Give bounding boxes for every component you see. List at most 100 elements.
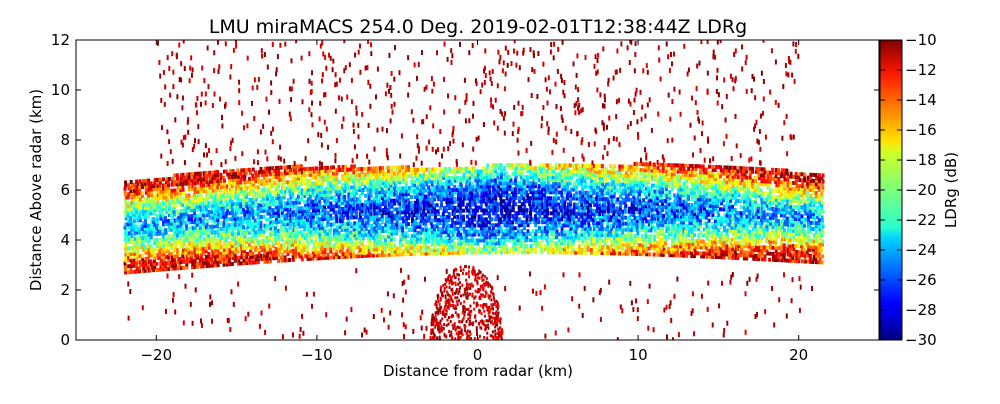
- ldr-cell: [198, 204, 202, 209]
- ldr-cell: [300, 248, 304, 253]
- ldr-cell: [418, 221, 422, 226]
- ldr-cell: [317, 208, 321, 213]
- ldr-cell: [404, 249, 408, 254]
- ldr-cell: [286, 189, 290, 194]
- ldr-cell: [123, 267, 127, 272]
- ldr-cell: [194, 228, 198, 233]
- ldr-cell: [441, 215, 445, 220]
- ldr-cell: [647, 180, 650, 185]
- ldr-cell: [326, 219, 330, 224]
- ldr-cell: [488, 202, 492, 207]
- ldr-cell: [532, 196, 536, 201]
- ldr-cell: [231, 247, 235, 251]
- ldr-cell: [518, 199, 522, 204]
- ldr-cell: [416, 179, 420, 184]
- ldr-cell: [239, 219, 243, 224]
- ldr-cell: [629, 191, 633, 196]
- ldr-cell: [194, 216, 198, 221]
- ldr-cell: [205, 186, 209, 190]
- ldr-cell: [162, 258, 166, 263]
- ldr-cell: [349, 179, 353, 184]
- ldr-cell: [338, 216, 342, 221]
- ldr-cell: [340, 249, 344, 253]
- ldr-cell: [277, 192, 281, 197]
- ldr-cell: [416, 173, 420, 178]
- ldr-cell: [210, 230, 214, 235]
- ldr-cell: [386, 171, 390, 176]
- ldr-cell: [275, 178, 279, 182]
- ldr-cell: [486, 163, 490, 168]
- ldr-cell: [196, 264, 200, 269]
- ldr-cell: [632, 251, 636, 256]
- ldr-cell: [169, 242, 173, 247]
- ldr-cell: [129, 264, 133, 268]
- ldr-cell: [277, 213, 281, 218]
- ldr-cell: [123, 186, 127, 191]
- ldr-cell: [152, 253, 156, 258]
- ldr-cell: [611, 230, 615, 235]
- ldr-cell: [606, 221, 610, 226]
- ldr-cell: [280, 258, 284, 263]
- ldr-cell: [148, 202, 151, 207]
- ldr-cell: [164, 264, 168, 269]
- ldr-cell: [658, 240, 662, 245]
- ldr-cell: [480, 220, 484, 225]
- ldr-cell: [500, 229, 503, 234]
- ldr-cell: [480, 193, 484, 198]
- ldr-cell: [385, 166, 389, 170]
- ldr-cell: [487, 196, 491, 201]
- ldr-cell: [384, 241, 387, 245]
- ldr-cell: [358, 212, 362, 217]
- ldr-cell: [619, 185, 623, 190]
- ldr-cell: [227, 244, 231, 249]
- ldr-cell: [519, 205, 523, 210]
- ldr-cell: [315, 214, 319, 219]
- ldr-cell: [627, 239, 631, 244]
- ldr-cell: [156, 192, 160, 197]
- ldr-cell: [214, 263, 218, 268]
- ldr-cell: [580, 178, 584, 183]
- ldr-cell: [525, 190, 529, 195]
- ldr-cell: [435, 173, 439, 178]
- ldr-cell: [612, 212, 616, 217]
- ldr-cell: [332, 177, 336, 182]
- ldr-cell: [285, 228, 289, 233]
- ldr-cell: [243, 183, 247, 188]
- ldr-cell: [595, 233, 599, 237]
- ldr-cell: [188, 178, 192, 183]
- ldr-cell: [642, 216, 646, 221]
- ldr-cell: [323, 198, 327, 203]
- ldr-cell: [144, 190, 148, 195]
- ldr-cell: [519, 184, 523, 189]
- ldr-cell: [600, 179, 604, 184]
- ldr-cell: [147, 250, 151, 255]
- ldr-cell: [618, 206, 622, 211]
- ldr-cell: [148, 229, 152, 234]
- ldr-cell: [492, 211, 496, 216]
- ldr-cell: [659, 210, 663, 215]
- ldr-cell: [551, 184, 555, 189]
- ldr-cell: [178, 218, 182, 222]
- ldr-cell: [181, 229, 185, 234]
- ldr-cell: [578, 193, 582, 198]
- ldr-cell: [358, 209, 362, 214]
- ldr-cell: [569, 178, 573, 183]
- ldr-cell: [214, 257, 218, 262]
- ldr-cell: [317, 172, 321, 177]
- ldr-cell: [442, 242, 446, 247]
- ldr-cell: [300, 257, 304, 262]
- ldr-cell: [629, 233, 633, 238]
- ldr-cell: [548, 178, 552, 183]
- ldr-cell: [641, 201, 645, 206]
- ldr-cell: [473, 247, 477, 252]
- ldr-cell: [459, 193, 463, 198]
- ldr-cell: [396, 201, 400, 206]
- ldr-cell: [425, 203, 429, 208]
- ldr-cell: [318, 169, 322, 174]
- ldr-cell: [146, 265, 150, 270]
- ldr-cell: [525, 244, 529, 249]
- ldr-cell: [226, 172, 230, 177]
- ldr-cell: [291, 185, 295, 190]
- ldr-cell: [546, 229, 549, 234]
- ldr-cell: [480, 178, 484, 183]
